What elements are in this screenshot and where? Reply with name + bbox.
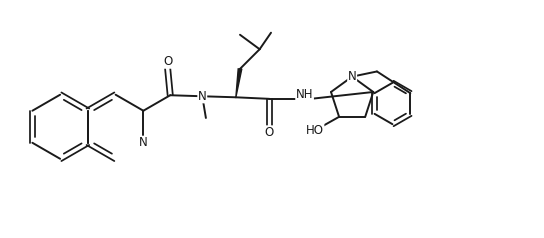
Text: O: O <box>265 126 274 139</box>
Text: O: O <box>163 55 172 68</box>
Text: HO: HO <box>306 124 324 137</box>
Text: N: N <box>198 90 207 103</box>
Text: N: N <box>139 136 148 149</box>
Polygon shape <box>236 69 242 97</box>
Text: NH: NH <box>296 88 313 101</box>
Text: N: N <box>348 70 356 83</box>
